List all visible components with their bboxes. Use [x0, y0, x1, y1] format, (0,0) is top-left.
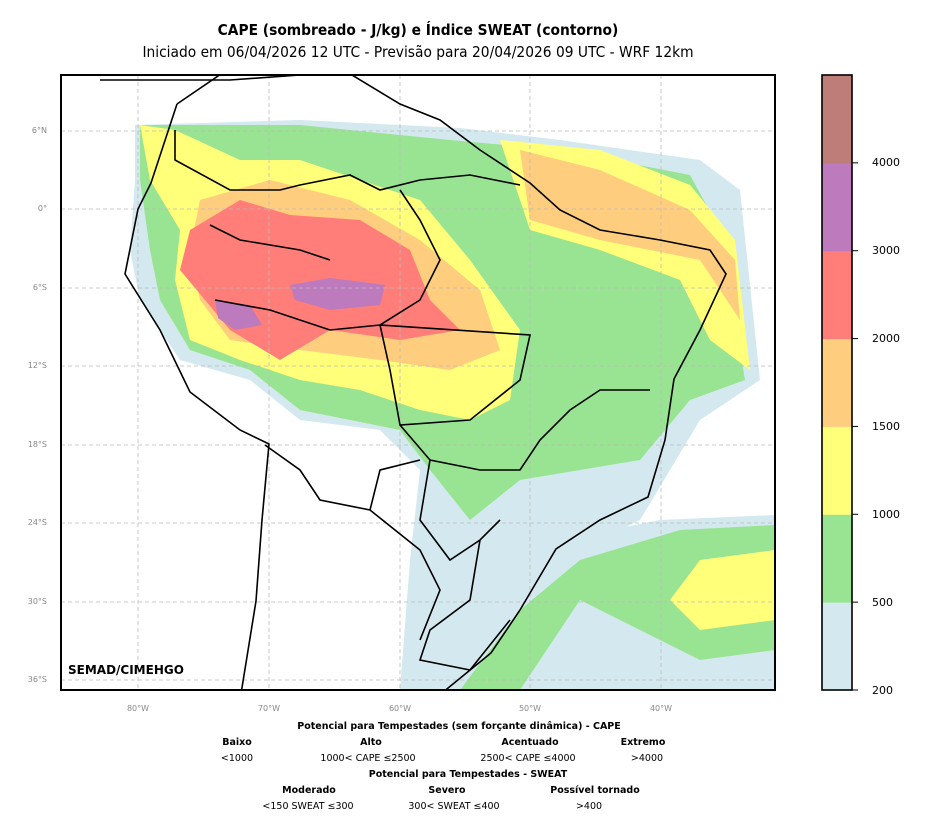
- lon-label: 70°W: [257, 704, 281, 713]
- colorbar-frame: [821, 74, 853, 691]
- sweat-level-range: >400: [575, 801, 603, 812]
- cape-level-range: 1000< CAPE ≤2500: [320, 753, 416, 764]
- lat-label: 24°S: [27, 518, 47, 527]
- credit-label: SEMAD/CIMEHGO: [68, 663, 184, 677]
- colorbar-segment: [822, 162, 852, 252]
- chart-subtitle: Iniciado em 06/04/2026 12 UTC - Previsão…: [142, 43, 694, 61]
- lat-label: 0°: [37, 204, 47, 213]
- colorbar: [821, 74, 858, 691]
- cape-band-1000-south: [670, 550, 775, 630]
- sweat-level-range: <150 SWEAT ≤300: [262, 801, 354, 812]
- lon-label: 80°W: [126, 704, 150, 713]
- cape-shading: [130, 120, 775, 690]
- sweat-level-label: Moderado: [282, 785, 336, 796]
- colorbar-segment: [822, 338, 852, 427]
- cape-level-label: Extremo: [620, 737, 666, 748]
- cape-level-label: Acentuado: [501, 737, 559, 748]
- sweat-level-label: Severo: [428, 785, 466, 796]
- lat-label: 6°S: [32, 283, 47, 292]
- colorbar-tick: 4000: [872, 156, 900, 169]
- chart-title: CAPE (sombreado - J/kg) e Índice SWEAT (…: [217, 21, 619, 39]
- country-borders: [100, 75, 650, 671]
- colorbar-tick: 1500: [872, 420, 900, 433]
- cape-level-range: 2500< CAPE ≤4000: [480, 753, 576, 764]
- south-america-coastline: [124, 75, 727, 690]
- lon-label: 40°W: [649, 704, 673, 713]
- colorbar-tick: 2000: [872, 332, 900, 345]
- lon-label: 50°W: [518, 704, 542, 713]
- sweat-level-range: 300< SWEAT ≤400: [408, 801, 500, 812]
- lat-label: 30°S: [27, 597, 47, 606]
- colorbar-segment: [822, 602, 852, 691]
- lat-label: 36°S: [27, 675, 47, 684]
- sweat-legend-title: Potencial para Tempestades - SWEAT: [368, 769, 568, 780]
- colorbar-segment: [822, 75, 852, 164]
- grid-lines: [61, 75, 775, 690]
- lon-label: 60°W: [388, 704, 412, 713]
- cape-level-range: <1000: [220, 753, 254, 764]
- cape-band-3000: [290, 278, 385, 310]
- map-frame: [60, 74, 776, 691]
- cape-legend-title: Potencial para Tempestades (sem forçante…: [297, 721, 621, 732]
- colorbar-tick: 200: [872, 684, 893, 697]
- cape-level-range: >4000: [630, 753, 664, 764]
- lat-label: 18°S: [27, 440, 47, 449]
- colorbar-tick: 1000: [872, 508, 900, 521]
- sweat-level-label: Possível tornado: [550, 785, 640, 796]
- colorbar-segment: [822, 426, 852, 515]
- cape-level-label: Alto: [360, 737, 382, 748]
- colorbar-segment: [822, 250, 852, 340]
- colorbar-segment: [822, 514, 852, 603]
- lat-label: 6°N: [31, 126, 47, 135]
- colorbar-tick: 500: [872, 596, 893, 609]
- colorbar-tick: 3000: [872, 244, 900, 257]
- cape-level-label: Baixo: [222, 737, 252, 748]
- borders: [100, 75, 727, 690]
- cape-band-3000-w: [215, 300, 262, 330]
- lat-label: 12°S: [27, 361, 47, 370]
